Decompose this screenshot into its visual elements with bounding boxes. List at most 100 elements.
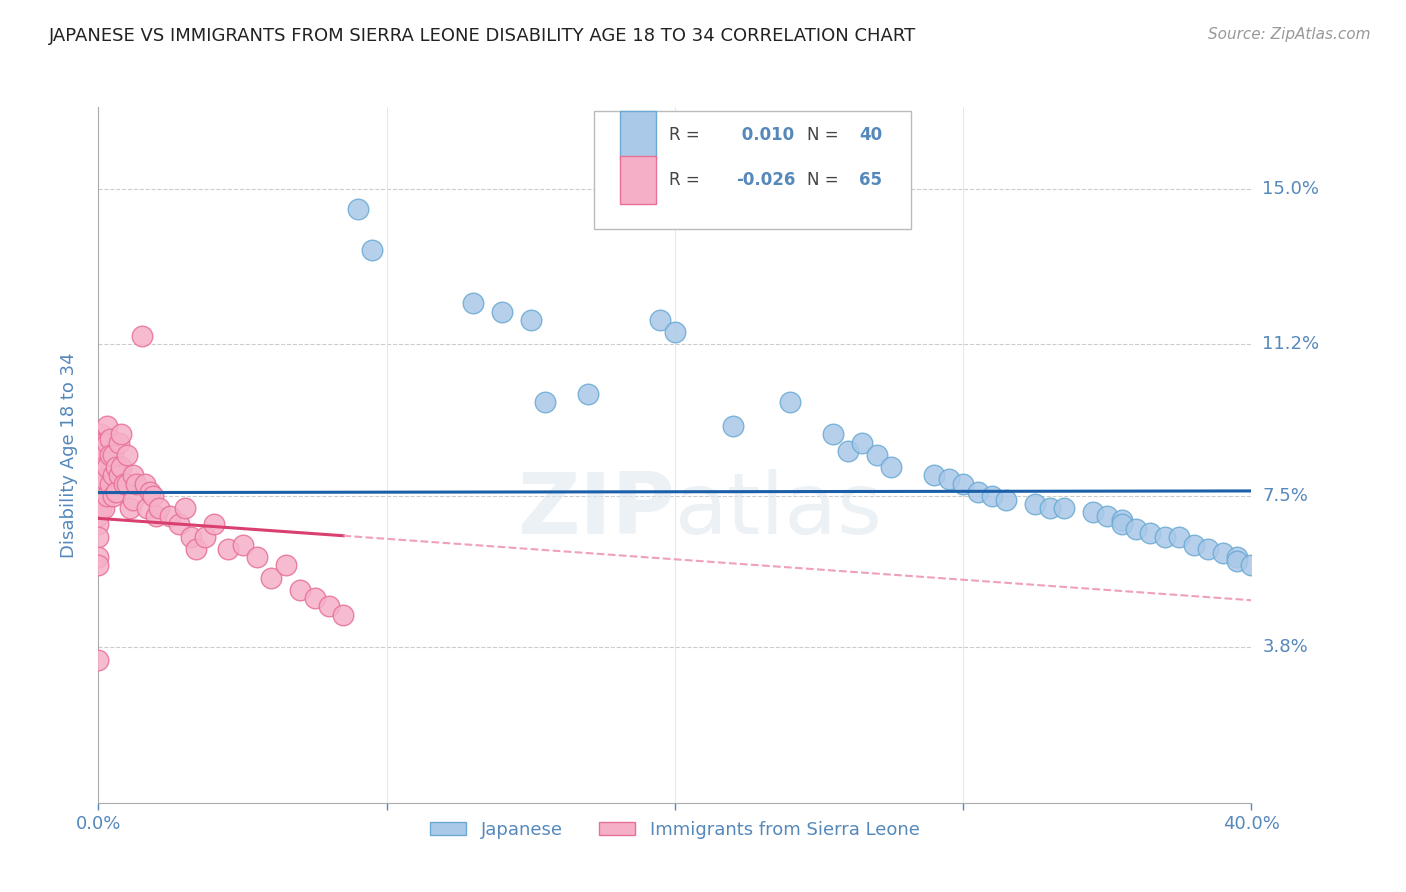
Point [110,460,132,475]
FancyBboxPatch shape [620,111,657,159]
Point [93,435,115,450]
Point [98,476,121,491]
Point [90,435,112,450]
Text: -0.026: -0.026 [735,171,796,189]
Point [1154,530,1177,544]
Point [104,460,127,475]
Point [125,476,148,491]
Text: 11.2%: 11.2% [1263,335,1320,353]
Point [1024,497,1046,511]
Point [952,476,974,491]
Text: ZIP: ZIP [517,469,675,552]
Point [779,394,801,409]
Point [924,468,946,483]
Point [104,484,127,499]
Point [131,329,153,343]
Point [159,509,181,524]
Point [96,435,118,450]
Point [136,501,159,516]
Point [139,484,162,499]
Point [93,448,115,462]
Text: 3.8%: 3.8% [1263,639,1308,657]
Point [174,501,197,516]
Point [260,571,283,585]
Point [98,448,121,462]
Point [186,542,208,557]
Point [96,419,118,434]
Point [290,582,312,597]
Point [837,443,859,458]
Text: atlas: atlas [675,469,883,552]
Point [966,484,988,499]
Text: Source: ZipAtlas.com: Source: ZipAtlas.com [1208,27,1371,42]
Point [96,489,118,503]
Point [1168,530,1191,544]
Point [93,473,115,487]
Point [1111,513,1133,527]
Point [578,386,600,401]
Point [98,432,121,446]
Point [823,427,845,442]
Point [101,448,124,462]
Point [332,607,354,622]
Point [107,435,129,450]
Point [167,517,190,532]
Point [304,591,326,606]
Point [148,501,170,516]
Point [1182,538,1205,552]
Point [101,489,124,503]
Point [122,468,145,483]
Point [664,325,686,339]
Point [461,296,484,310]
Point [1081,505,1104,519]
Point [87,652,110,666]
Point [117,448,139,462]
Point [246,550,269,565]
Point [87,550,110,565]
Text: 15.0%: 15.0% [1263,180,1319,198]
Point [1226,554,1249,568]
Point [87,489,110,503]
Point [520,313,543,327]
Point [87,509,110,524]
Point [112,476,135,491]
Point [1139,525,1161,540]
Text: JAPANESE VS IMMIGRANTS FROM SIERRA LEONE DISABILITY AGE 18 TO 34 CORRELATION CHA: JAPANESE VS IMMIGRANTS FROM SIERRA LEONE… [49,27,917,45]
Point [93,501,115,516]
Text: 7.5%: 7.5% [1263,487,1309,505]
Point [1097,509,1119,524]
Text: N =: N = [807,126,845,144]
Point [231,538,254,552]
Point [93,460,115,475]
Point [110,427,132,442]
Point [491,304,513,318]
Point [202,517,225,532]
FancyBboxPatch shape [620,156,657,204]
Point [107,468,129,483]
Point [194,530,217,544]
Point [880,460,903,475]
Point [117,476,139,491]
Point [202,0,225,12]
Point [1039,501,1062,516]
Point [87,530,110,544]
Point [90,460,112,475]
Point [90,448,112,462]
Point [87,517,110,532]
Point [1053,501,1076,516]
Point [142,489,165,503]
Text: 65: 65 [859,171,883,189]
Point [101,468,124,483]
Point [1111,517,1133,532]
Point [90,501,112,516]
Point [145,509,167,524]
Point [120,501,142,516]
Point [274,558,297,573]
Point [96,460,118,475]
FancyBboxPatch shape [595,111,911,229]
Point [346,202,368,217]
Point [866,448,889,462]
Text: N =: N = [807,171,845,189]
Point [721,419,744,434]
Point [981,489,1004,503]
